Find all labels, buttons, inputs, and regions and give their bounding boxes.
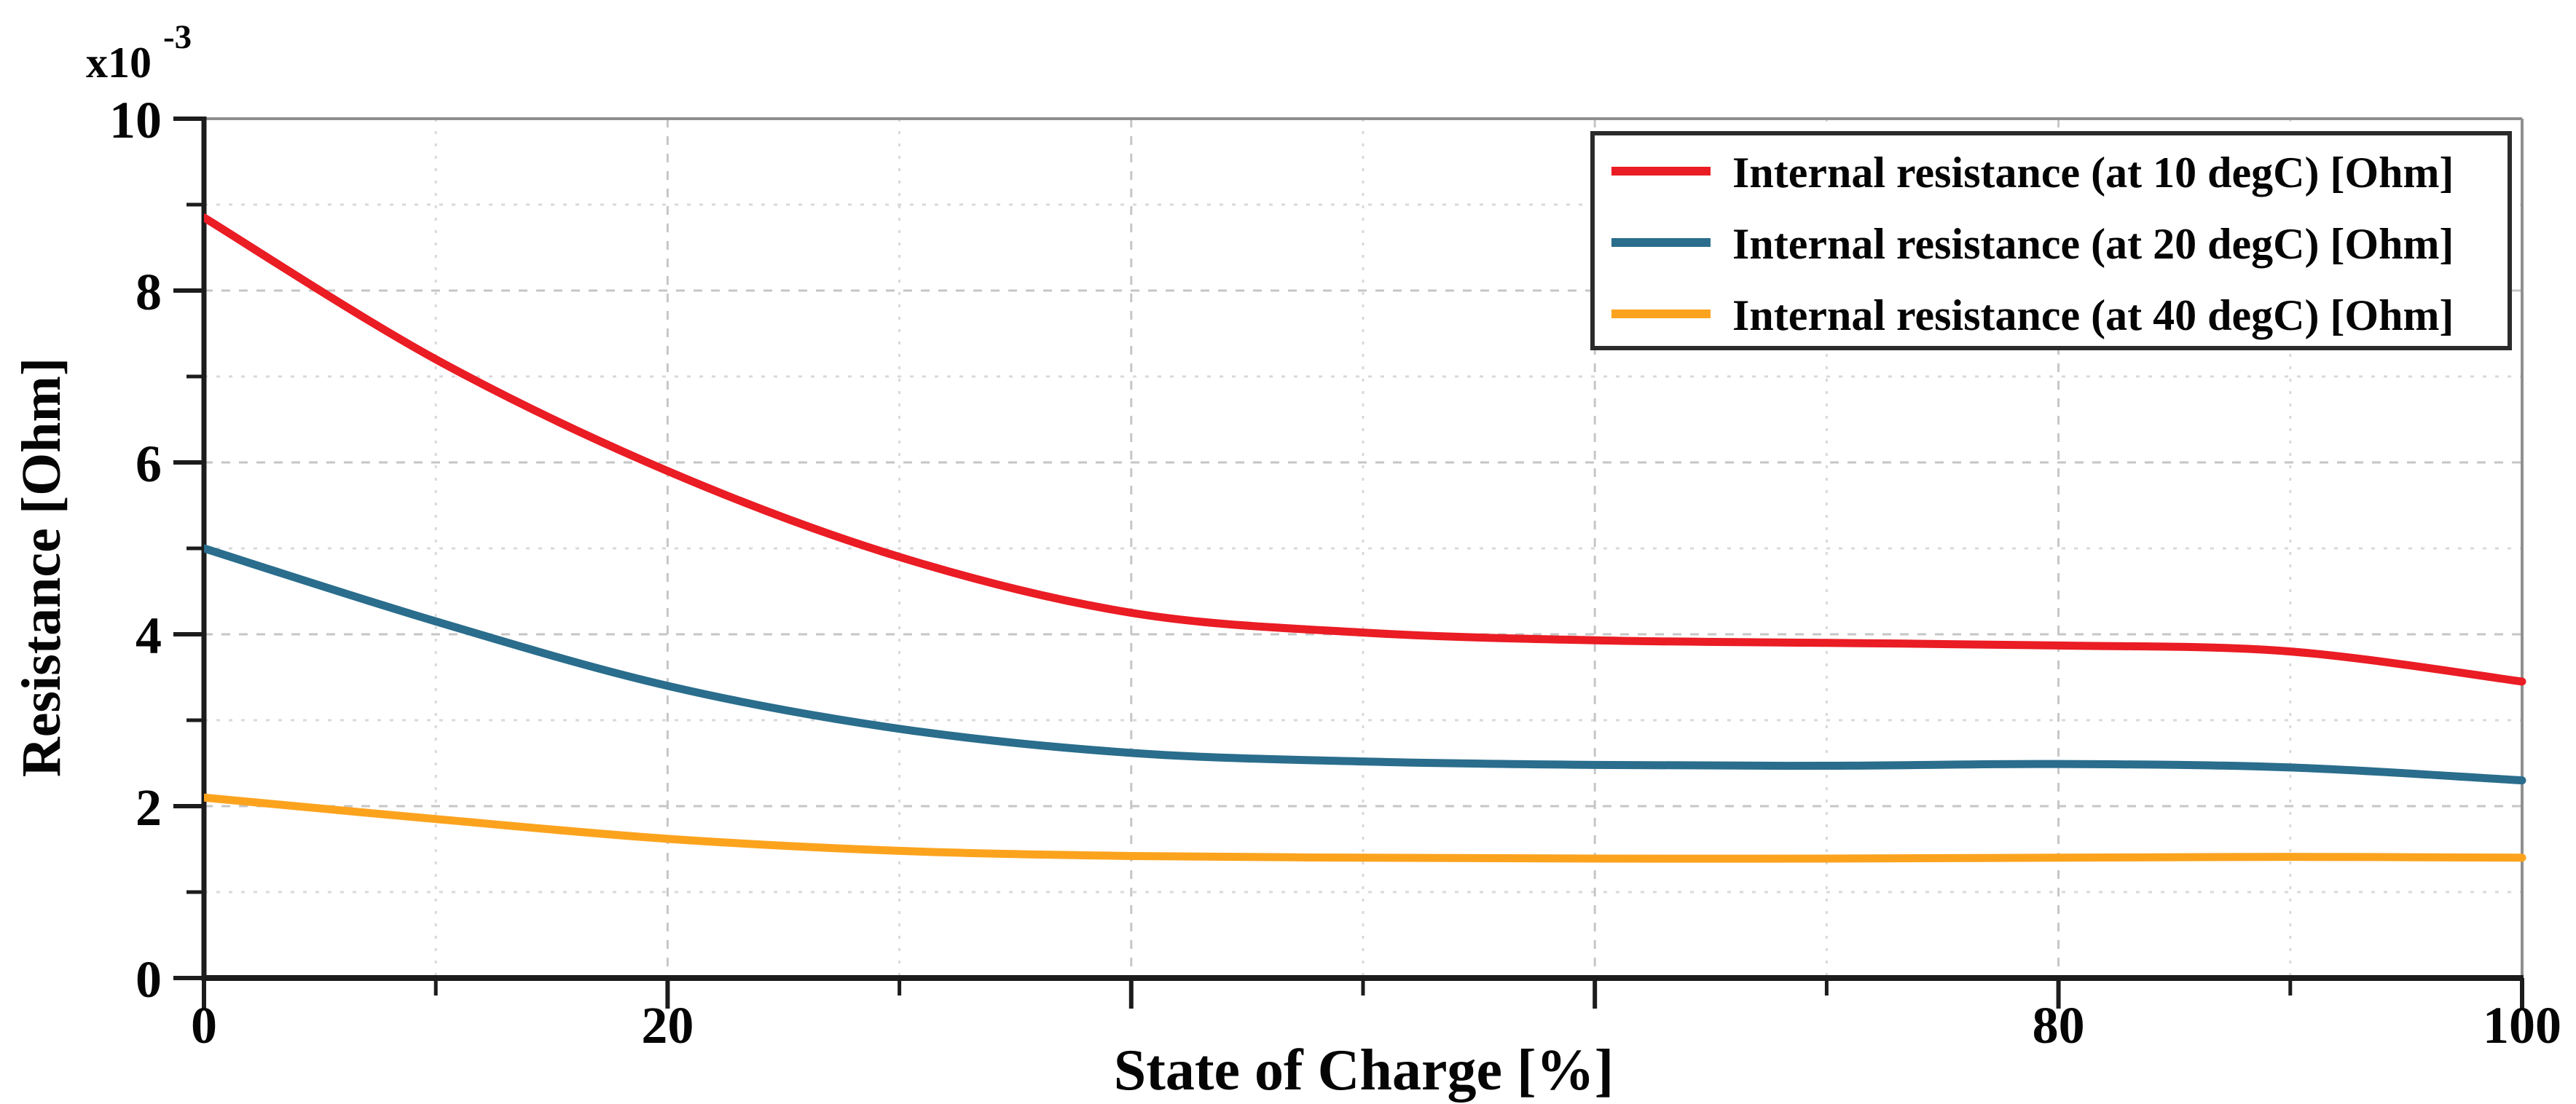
y-axis-multiplier: x10 (86, 39, 152, 87)
data-curves (204, 213, 2526, 863)
legend-label: Internal resistance (at 20 degC) [Ohm] (1732, 220, 2454, 268)
x-tick-label: 0 (191, 996, 217, 1054)
legend-label: Internal resistance (at 40 degC) [Ohm] (1732, 291, 2454, 339)
legend-item: Internal resistance (at 10 degC) [Ohm] (1611, 149, 2454, 197)
y-tick-label: 0 (136, 950, 162, 1009)
y-axis-multiplier-exponent: -3 (163, 18, 192, 56)
x-axis-title: State of Charge [%] (1114, 1038, 1614, 1103)
x-tick-label: 100 (2483, 996, 2561, 1054)
legend-item: Internal resistance (at 20 degC) [Ohm] (1611, 220, 2454, 268)
y-tick-label: 8 (136, 263, 162, 321)
y-axis-title: Resistance [Ohm] (11, 358, 72, 777)
legend-item: Internal resistance (at 40 degC) [Ohm] (1611, 291, 2454, 339)
x-tick-label: 80 (2033, 996, 2085, 1054)
x-tick-label: 20 (641, 996, 694, 1054)
y-tick-label: 10 (109, 91, 162, 149)
legend-box (1590, 131, 2512, 350)
axis-ticks (173, 117, 2524, 1009)
curve-series-2 (204, 544, 2526, 785)
y-tick-label: 4 (136, 607, 162, 665)
legend-label: Internal resistance (at 10 degC) [Ohm] (1732, 149, 2454, 197)
y-tick-label: 2 (136, 778, 162, 837)
curve-series-1 (204, 213, 2526, 686)
y-tick-label: 6 (136, 435, 162, 493)
curve-series-3 (204, 793, 2526, 863)
legend: Internal resistance (at 10 degC) [Ohm] In… (1590, 131, 2512, 350)
